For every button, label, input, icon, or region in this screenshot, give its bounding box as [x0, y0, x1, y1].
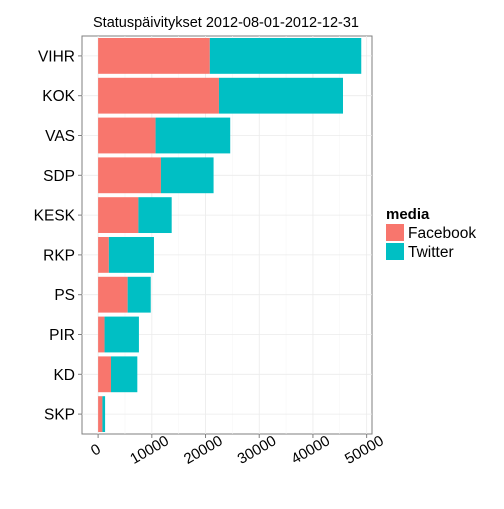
legend-label-twitter: Twitter — [408, 244, 454, 261]
bar-twitter-rkp — [108, 236, 154, 273]
bar-twitter-ps — [127, 276, 151, 313]
bar-twitter-vihr — [209, 37, 362, 74]
bar-twitter-kesk — [138, 197, 172, 234]
y-tick-label: RKP — [43, 247, 75, 264]
bar-facebook-pir — [98, 316, 105, 353]
y-tick-label: PS — [54, 287, 75, 304]
y-tick-label: KOK — [42, 88, 75, 105]
legend-label-facebook: Facebook — [408, 225, 476, 242]
bar-facebook-kok — [98, 77, 219, 114]
legend-key-twitter — [386, 243, 404, 260]
legend-title: media — [386, 206, 430, 223]
x-tick-label: 0 — [88, 441, 104, 460]
chart-title: Statuspäivitykset 2012-08-01-2012-12-31 — [93, 15, 359, 31]
bar-facebook-vihr — [98, 37, 210, 74]
x-tick-label: 10000 — [127, 432, 172, 468]
bar-twitter-kd — [111, 356, 138, 393]
bar-twitter-pir — [104, 316, 139, 353]
bar-facebook-vas — [98, 117, 156, 154]
bar-twitter-sdp — [160, 157, 214, 194]
y-axis: VIHR KOK VAS SDP KESK RKP PS PIR KD SKP — [34, 48, 82, 424]
y-tick-label: KD — [53, 367, 75, 384]
y-tick-label: SKP — [44, 407, 75, 424]
bar-facebook-rkp — [98, 236, 109, 273]
bar-facebook-kd — [98, 356, 111, 393]
x-tick-label: 30000 — [235, 432, 280, 468]
x-axis: 0 10000 20000 30000 40000 50000 — [88, 432, 387, 468]
legend-key-facebook — [386, 224, 404, 241]
bar-facebook-skp — [98, 396, 103, 433]
y-tick-label: KESK — [34, 208, 76, 225]
x-tick-label: 50000 — [342, 432, 387, 468]
bar-twitter-vas — [155, 117, 231, 154]
bar-facebook-ps — [98, 276, 128, 313]
legend: media Facebook Twitter — [386, 206, 476, 261]
bar-twitter-kok — [218, 77, 343, 114]
y-tick-label: VIHR — [38, 48, 75, 65]
bar-twitter-skp — [102, 396, 106, 433]
y-tick-label: SDP — [43, 168, 75, 185]
bar-facebook-sdp — [98, 157, 161, 194]
x-tick-label: 40000 — [288, 432, 333, 468]
x-tick-label: 20000 — [181, 432, 226, 468]
bars-layer — [98, 37, 362, 433]
bar-facebook-kesk — [98, 197, 139, 234]
y-tick-label: VAS — [45, 128, 75, 145]
y-tick-label: PIR — [49, 327, 75, 344]
